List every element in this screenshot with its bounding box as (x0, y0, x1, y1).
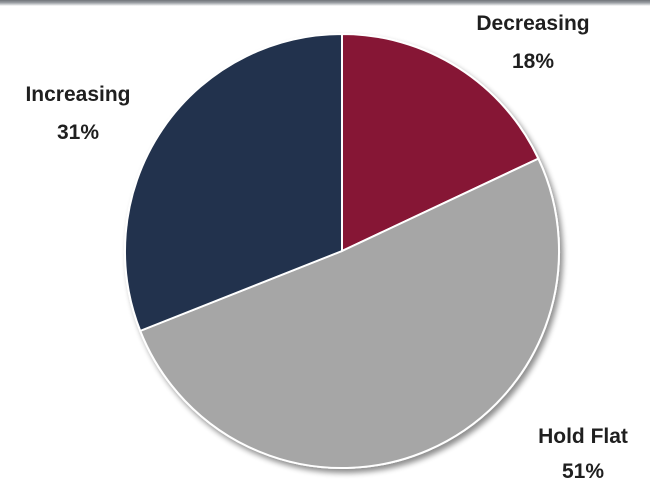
pie-slices (124, 33, 561, 470)
pie-slice-increasing (124, 33, 343, 332)
label-holdflat-pct: 51% (562, 460, 604, 483)
label-holdflat-name: Hold Flat (538, 425, 628, 448)
pie-labels: Decreasing 18% Hold Flat 51% Increasing … (25, 12, 627, 483)
label-increasing-name: Increasing (25, 83, 130, 106)
top-edge-bar (0, 0, 650, 6)
label-decreasing-name: Decreasing (476, 12, 589, 35)
pie-slice-decreasing (341, 33, 540, 252)
label-decreasing-pct: 18% (512, 50, 554, 73)
label-increasing-pct: 31% (57, 121, 99, 144)
pie-slice-hold-flat (139, 157, 561, 470)
